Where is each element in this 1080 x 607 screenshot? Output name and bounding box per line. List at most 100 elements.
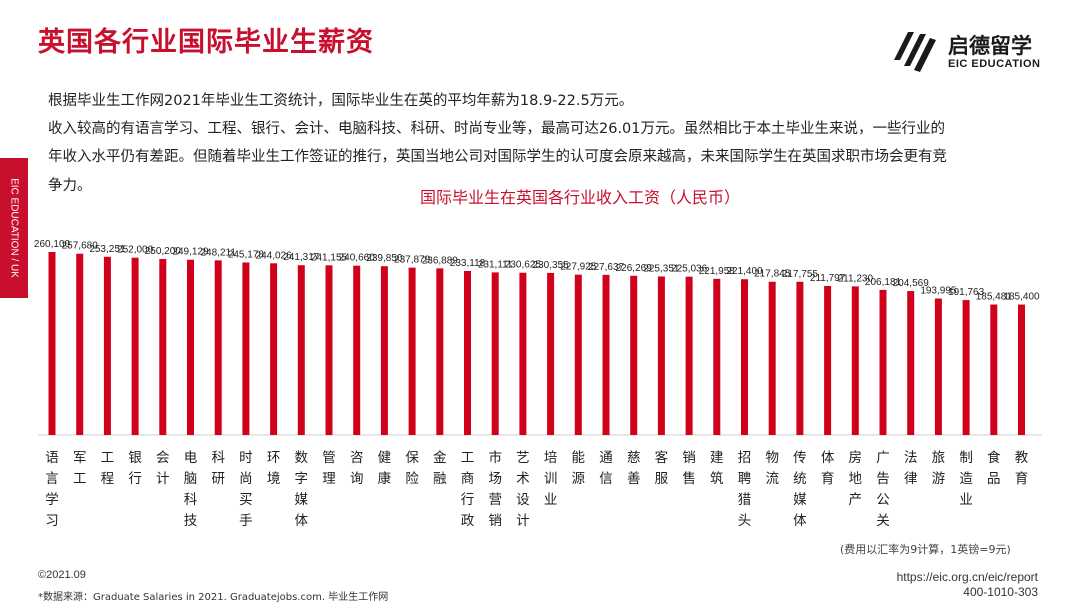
bar [1018,304,1025,435]
bar [159,258,167,435]
category-label: 旅游 [932,450,946,487]
category-label: 体育 [821,450,835,487]
bar [630,275,638,435]
bar [380,266,388,435]
category-label: 银行 [128,450,142,487]
bar [214,260,222,435]
category-label: 广告公关 [876,450,890,529]
bar [574,274,582,435]
bar-value-label: 230,625 [505,260,542,271]
brand-logo: 启德留学 EIC EDUCATION [890,24,1060,76]
category-label: 传统媒体 [793,450,807,529]
category-label: 慈善 [627,450,641,487]
intro-line-4: 争力。 [48,178,92,194]
bar [325,265,333,435]
category-label: 电脑科技 [184,450,198,529]
intro-line-3: 年收入水平仍有差距。但随着毕业生工作签证的推行，英国当地公司对国际学生的认可度会… [48,149,947,165]
bar [48,252,56,435]
bar [353,265,361,435]
category-label: 金融 [433,450,447,487]
bar [297,265,305,435]
category-label: 语言学习 [45,450,59,529]
bar-value-label: 236,889 [422,255,459,266]
bar [103,256,111,435]
category-label: 保险 [405,450,419,487]
bar-value-label: 185,481 [976,292,1013,303]
category-label: 客服 [655,449,669,487]
bar-value-label: 239,850 [366,253,403,264]
category-label: 教育 [1015,450,1029,487]
category-label: 工程 [101,450,115,487]
bar [408,267,416,435]
bar-value-label: 225,351 [643,263,680,274]
category-label: 制造业 [959,450,973,508]
bar-value-label: 206,181 [865,277,902,288]
footer-url[interactable]: https://eic.org.cn/eic/report [896,570,1038,584]
bar [242,262,250,435]
category-label: 物流 [765,450,779,487]
bar-value-label: 260,100 [34,239,71,250]
category-label: 科研 [211,450,225,487]
bar [270,263,278,435]
bar-value-label: 211,797 [810,273,846,284]
bar [491,272,499,435]
bar [187,259,194,435]
bar-value-label: 241,155 [311,252,348,263]
bar-value-label: 226,269 [616,263,653,274]
bar-value-label: 245,178 [228,249,265,260]
bar-value-label: 193,995 [920,286,957,297]
category-label: 能源 [572,450,586,487]
bar [436,268,444,435]
bar-value-label: 233,118 [450,258,486,269]
exchange-rate-note: (费用以汇率为9计算，1英镑=9元) [840,543,1011,556]
footer-date: ©2021.09 [38,569,86,581]
bar [796,281,804,435]
category-label: 招聘猎头 [738,450,752,529]
bar-value-label: 252,000 [117,245,154,256]
category-label: 时尚买手 [239,450,253,529]
category-label: 工商行政 [461,450,475,529]
bar [131,257,139,435]
bar [768,281,776,435]
chart-title: 国际毕业生在英国各行业收入工资（人民币） [419,188,740,207]
category-label: 管理 [322,450,336,487]
footer-source: *数据来源：Graduate Salaries in 2021. Graduat… [38,592,389,603]
bar-value-label: 221,958 [699,266,736,277]
bar [851,286,859,435]
bar [713,278,721,435]
bar-value-label: 217,845 [754,269,791,280]
bar-value-label: 221,400 [726,266,763,277]
bar-value-label: 240,660 [339,253,376,264]
bar-value-label: 231,111 [478,259,513,270]
category-label: 食品 [987,449,1001,487]
bar-value-label: 250,200 [145,246,182,257]
bar-value-label: 227,925 [560,262,597,273]
category-label: 培训业 [544,450,558,508]
bar-value-label: 225,036 [671,264,708,275]
bar [657,276,665,435]
eic-logo-icon [894,32,936,72]
bar [962,300,970,435]
bar-value-label: 217,755 [782,269,819,280]
category-label: 法律 [904,450,918,487]
bar-value-label: 227,637 [588,262,625,273]
category-label: 军工 [73,450,87,487]
category-label: 房地产 [849,450,863,508]
bar [824,285,832,435]
category-label: 健康 [378,450,392,487]
bar [519,272,527,435]
bar-value-label: 211,230 [838,273,874,284]
category-label: 销售 [682,450,696,487]
bar-value-label: 230,355 [533,260,570,271]
bar-value-label: 249,129 [172,247,209,258]
intro-line-1: 根据毕业生工作网2021年毕业生工资统计，国际毕业生在英的平均年薪为18.9-2… [48,93,634,109]
logo-name-en: EIC EDUCATION [948,58,1041,70]
category-label: 艺术设计 [516,450,530,529]
bar-value-label: 191,763 [948,287,985,298]
page-title: 英国各行业国际毕业生薪资 [38,27,374,58]
bar [464,270,471,435]
bar-value-label: 185,400 [1003,292,1040,303]
bar [76,253,84,435]
bar [685,276,693,435]
bar-value-label: 257,680 [62,241,99,252]
